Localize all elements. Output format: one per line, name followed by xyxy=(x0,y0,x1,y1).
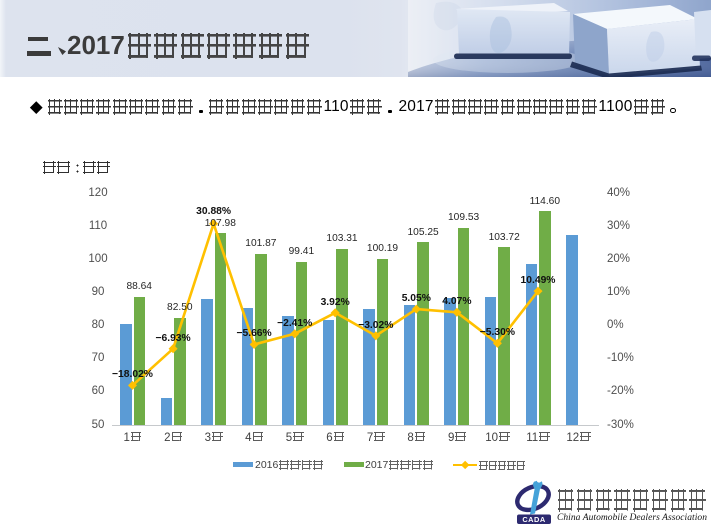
svg-text:CADA: CADA xyxy=(522,515,546,524)
